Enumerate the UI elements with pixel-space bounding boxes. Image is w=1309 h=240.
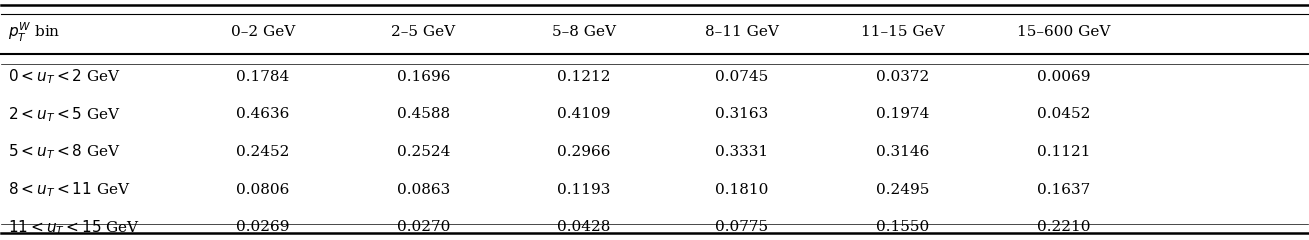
Text: 0.2210: 0.2210	[1037, 220, 1090, 234]
Text: 0.0863: 0.0863	[397, 183, 450, 197]
Text: 0.2452: 0.2452	[236, 145, 289, 159]
Text: 0.0270: 0.0270	[397, 220, 450, 234]
Text: 0.2495: 0.2495	[876, 183, 929, 197]
Text: $8 < u_T < 11$ GeV: $8 < u_T < 11$ GeV	[8, 180, 131, 199]
Text: 0.0452: 0.0452	[1037, 107, 1090, 121]
Text: 0.1193: 0.1193	[558, 183, 611, 197]
Text: 15–600 GeV: 15–600 GeV	[1017, 25, 1110, 39]
Text: 11–15 GeV: 11–15 GeV	[861, 25, 945, 39]
Text: 0.2966: 0.2966	[558, 145, 611, 159]
Text: 5–8 GeV: 5–8 GeV	[552, 25, 617, 39]
Text: 0.4109: 0.4109	[558, 107, 611, 121]
Text: 0.0428: 0.0428	[558, 220, 611, 234]
Text: 0.3146: 0.3146	[876, 145, 929, 159]
Text: $5 < u_T < 8$ GeV: $5 < u_T < 8$ GeV	[8, 143, 120, 161]
Text: 0.0806: 0.0806	[236, 183, 289, 197]
Text: 8–11 GeV: 8–11 GeV	[706, 25, 779, 39]
Text: 0.2524: 0.2524	[397, 145, 450, 159]
Text: $2 < u_T < 5$ GeV: $2 < u_T < 5$ GeV	[8, 105, 120, 124]
Text: 0.1121: 0.1121	[1037, 145, 1090, 159]
Text: 0.0269: 0.0269	[236, 220, 289, 234]
Text: 2–5 GeV: 2–5 GeV	[391, 25, 456, 39]
Text: $11 < u_T < 15$ GeV: $11 < u_T < 15$ GeV	[8, 218, 140, 237]
Text: 0.0372: 0.0372	[876, 70, 929, 84]
Text: 0.1810: 0.1810	[715, 183, 768, 197]
Text: 0.1696: 0.1696	[397, 70, 450, 84]
Text: $p_T^W$ bin: $p_T^W$ bin	[8, 20, 60, 44]
Text: 0.1974: 0.1974	[876, 107, 929, 121]
Text: 0.1212: 0.1212	[558, 70, 611, 84]
Text: 0.4588: 0.4588	[397, 107, 450, 121]
Text: 0–2 GeV: 0–2 GeV	[230, 25, 295, 39]
Text: 0.0775: 0.0775	[716, 220, 768, 234]
Text: 0.1784: 0.1784	[236, 70, 289, 84]
Text: 0.3163: 0.3163	[716, 107, 768, 121]
Text: 0.1550: 0.1550	[876, 220, 929, 234]
Text: $0 < u_T < 2$ GeV: $0 < u_T < 2$ GeV	[8, 67, 120, 86]
Text: 0.0069: 0.0069	[1037, 70, 1090, 84]
Text: 0.3331: 0.3331	[716, 145, 768, 159]
Text: 0.0745: 0.0745	[716, 70, 768, 84]
Text: 0.4636: 0.4636	[236, 107, 289, 121]
Text: 0.1637: 0.1637	[1037, 183, 1090, 197]
